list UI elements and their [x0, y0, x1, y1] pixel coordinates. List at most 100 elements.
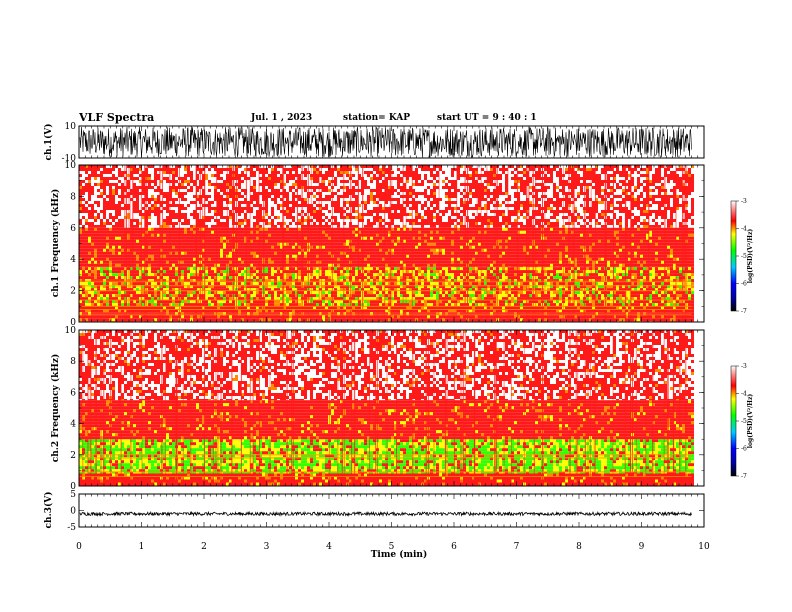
spec-cell — [631, 273, 634, 277]
spec-cell — [514, 236, 517, 240]
spec-cell — [406, 230, 409, 234]
spec-cell — [253, 297, 256, 301]
spec-cell — [214, 273, 217, 277]
spec-cell — [448, 236, 451, 240]
spec-cell — [613, 288, 616, 292]
spec-cell — [538, 303, 541, 307]
spec-cell — [589, 300, 592, 304]
spec-cell — [421, 294, 424, 298]
spec-cell — [85, 294, 88, 298]
spec-cell — [391, 282, 394, 286]
spec-cell — [691, 227, 694, 231]
spec-cell — [676, 227, 679, 231]
spec-cell — [343, 276, 346, 280]
spec-cell — [319, 291, 322, 295]
spec-cell — [670, 291, 673, 295]
spec-cell — [382, 230, 385, 234]
spec-cell — [646, 297, 649, 301]
spec-cell — [175, 285, 178, 289]
spec-cell — [412, 297, 415, 301]
spec-cell — [94, 236, 97, 240]
spec-cell — [517, 309, 520, 313]
spec-cell — [679, 279, 682, 283]
spec-cell — [424, 297, 427, 301]
spec-cell — [610, 227, 613, 231]
spec-cell — [358, 318, 361, 322]
spec-cell — [283, 291, 286, 295]
spec-cell — [277, 267, 280, 271]
spec-cell — [322, 236, 325, 240]
spec-cell — [457, 285, 460, 289]
spec-cell — [418, 230, 421, 234]
spec-cell — [619, 315, 622, 319]
spec-cell — [214, 239, 217, 243]
spec-cell — [364, 230, 367, 234]
spec-cell — [400, 300, 403, 304]
spec-cell — [133, 318, 136, 322]
spec-cell — [292, 233, 295, 237]
spec-cell — [481, 291, 484, 295]
spec-cell — [511, 279, 514, 283]
spec-cell — [595, 285, 598, 289]
spec-cell — [289, 300, 292, 304]
spec-cell — [595, 230, 598, 234]
spec-cell — [313, 233, 316, 237]
spec-cell — [166, 315, 169, 319]
spec-cell — [121, 282, 124, 286]
spec-cell — [190, 239, 193, 243]
spec-cell — [580, 279, 583, 283]
spec-cell — [121, 309, 124, 313]
spec-cell — [295, 230, 298, 234]
spec-cell — [103, 288, 106, 292]
spec-cell — [190, 236, 193, 240]
spec-cell — [505, 288, 508, 292]
spec-cell — [469, 309, 472, 313]
spec-cell — [436, 318, 439, 322]
spec-cell — [601, 309, 604, 313]
spec-cell — [571, 300, 574, 304]
spec-cell — [445, 227, 448, 231]
spec-cell — [322, 318, 325, 322]
spec-cell — [427, 285, 430, 289]
spec-cell — [676, 300, 679, 304]
spec-cell — [571, 276, 574, 280]
spec-cell — [571, 279, 574, 283]
spec-cell — [292, 227, 295, 231]
spec-cell — [103, 318, 106, 322]
spec-cell — [565, 227, 568, 231]
spec-cell — [490, 285, 493, 289]
spec-cell — [229, 300, 232, 304]
spec-cell — [508, 267, 511, 271]
spec-cell — [91, 318, 94, 322]
spec-cell — [556, 230, 559, 234]
spec-cell — [376, 315, 379, 319]
spec-cell — [517, 267, 520, 271]
spec-cell — [535, 236, 538, 240]
spec-cell — [385, 294, 388, 298]
spec-cell — [613, 282, 616, 286]
spec-cell — [664, 297, 667, 301]
spec-cell — [433, 282, 436, 286]
spec-cell — [634, 315, 637, 319]
spec-cell — [415, 230, 418, 234]
spec-cell — [181, 270, 184, 274]
spec-cell — [400, 267, 403, 271]
spec-cell — [127, 291, 130, 295]
spec-cell — [322, 303, 325, 307]
spec-cell — [358, 227, 361, 231]
spec-cell — [142, 297, 145, 301]
spec-cell — [517, 227, 520, 231]
spec-cell — [121, 227, 124, 231]
spec-cell — [391, 236, 394, 240]
spec-cell — [193, 233, 196, 237]
spec-cell — [538, 318, 541, 322]
spec-cell — [316, 318, 319, 322]
spec-cell — [418, 276, 421, 280]
spec-cell — [196, 282, 199, 286]
spec-cell — [580, 318, 583, 322]
spec-cell — [544, 273, 547, 277]
spec-cell — [451, 233, 454, 237]
spec-cell — [520, 291, 523, 295]
spec-cell — [325, 300, 328, 304]
spec-cell — [451, 267, 454, 271]
